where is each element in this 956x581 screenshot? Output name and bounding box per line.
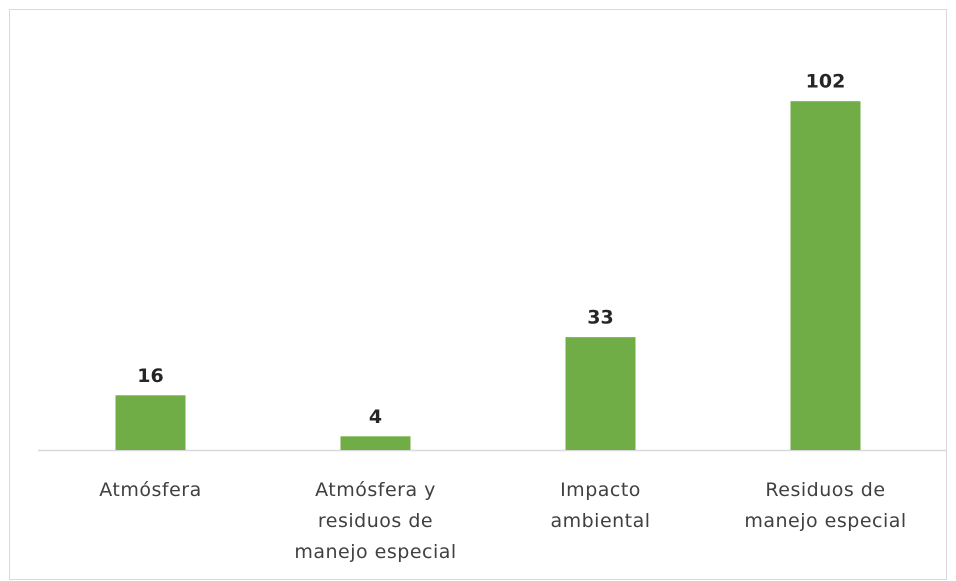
bar xyxy=(565,337,636,450)
value-label: 102 xyxy=(806,71,846,93)
x-tick-label: Atmósfera y residuos de manejo especial xyxy=(294,479,457,563)
x-tick-label: Impacto ambiental xyxy=(550,479,651,532)
bar xyxy=(115,395,186,450)
bar xyxy=(340,436,411,450)
bar xyxy=(790,101,861,451)
value-label: 16 xyxy=(137,365,163,387)
value-label: 4 xyxy=(369,406,382,428)
x-tick-label: Atmósfera xyxy=(99,479,202,501)
value-label: 33 xyxy=(587,307,613,329)
chart-border xyxy=(9,9,947,580)
x-tick-label: Residuos de manejo especial xyxy=(744,479,907,532)
